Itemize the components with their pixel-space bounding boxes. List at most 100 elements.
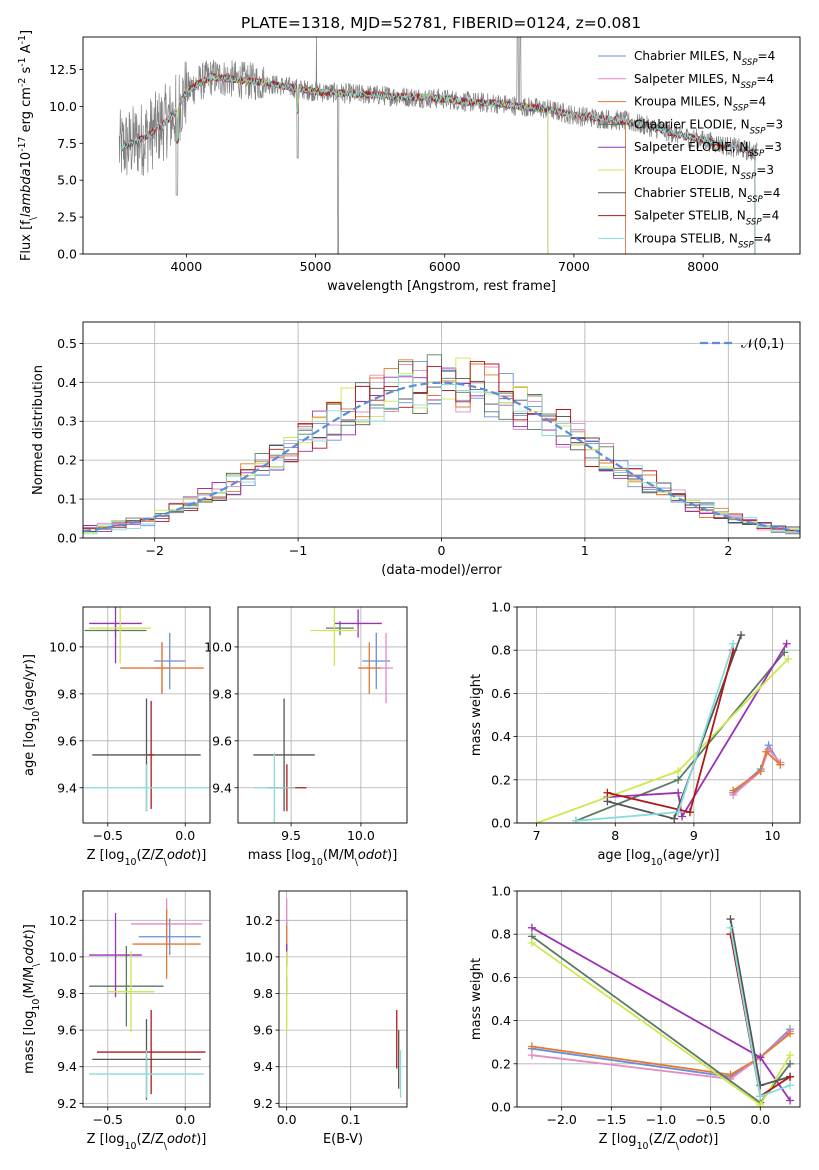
axes-frame xyxy=(82,606,211,824)
weight-marker-salpeter_elodie xyxy=(674,788,683,797)
weight-marker-chabrier_stelib xyxy=(737,631,746,640)
plot-area-age_vs_mass xyxy=(253,607,394,823)
axes-frame xyxy=(82,321,801,539)
grid-age_vs_mass xyxy=(238,607,407,823)
weight-marker-kroupa_elodie xyxy=(674,767,683,776)
label-fragment: Z [log xyxy=(599,1132,637,1147)
axes-frame xyxy=(278,890,408,1108)
x-tick-label: 4000 xyxy=(170,259,202,274)
y-axis-label: mass weight xyxy=(469,674,484,756)
label-fragment: odot xyxy=(679,1132,709,1147)
x-axis-label: E(B-V) xyxy=(323,1132,363,1147)
y-axis-label: mass [log10(M/M\odot)] xyxy=(22,924,42,1074)
label-fragment: SSP xyxy=(738,240,755,250)
y-tick-label: 10.0 xyxy=(204,639,232,654)
label-fragment: \ xyxy=(676,1141,680,1152)
y-tick-label: 1.0 xyxy=(491,600,511,615)
label-fragment: )] xyxy=(196,848,206,863)
weight-marker-kroupa_elodie xyxy=(532,819,541,823)
ticks-spectrum: 4000 5000 6000 7000 8000 0.0 2.5 5.0 7.5 10.0 12.5 xyxy=(49,62,719,274)
weight-marker-salpeter_elodie xyxy=(786,1096,795,1105)
label-fragment: (Z/Z xyxy=(137,848,164,863)
plot-area-mass_vs_EBV xyxy=(286,898,402,1098)
label-fragment: (age/yr)] xyxy=(663,848,720,863)
label-fragment: Chabrier STELIB, N xyxy=(634,186,747,200)
x-tick-label: −0.5 xyxy=(93,1112,123,1127)
grid-mass_vs_Z xyxy=(83,891,210,1107)
y-tick-label: 9.6 xyxy=(57,1023,77,1038)
x-tick-label: 2 xyxy=(724,543,732,558)
x-tick-label: 0.0 xyxy=(175,828,195,843)
label-fragment: \ xyxy=(164,1141,168,1152)
y-tick-label: 0.8 xyxy=(491,643,511,658)
label-fragment: mass [log xyxy=(248,848,311,863)
label-fragment: SSP xyxy=(746,218,763,228)
ticks-mass_vs_EBV: 0.0 0.1 9.2 9.4 9.6 9.8 10.0 10.2 xyxy=(245,913,360,1127)
label-fragment: Normed distribution xyxy=(31,365,46,495)
x-axis-label: (data-model)/error xyxy=(381,563,502,578)
label-fragment: Kroupa STELIB, N xyxy=(634,231,738,245)
plot-area-spectrum xyxy=(118,37,758,254)
ticks-age_vs_mass: 9.5 10.0 9.4 9.6 9.8 10.0 xyxy=(204,639,375,843)
plot-area-age_vs_Z xyxy=(84,607,209,812)
y-tick-label: 9.8 xyxy=(57,686,77,701)
x-tick-label: 10 xyxy=(765,828,781,843)
label-fragment: (M/M xyxy=(22,967,37,999)
label-fragment: -1 xyxy=(17,57,28,66)
label-fragment: age [log xyxy=(22,723,37,776)
label-fragment: odot xyxy=(167,1132,197,1147)
label-fragment: =4 xyxy=(756,72,774,86)
label-fragment: -2 xyxy=(17,78,28,87)
axes-frame xyxy=(82,36,801,255)
legend-label-kroupa_stelib: Kroupa STELIB, NSSP=4 xyxy=(634,231,771,250)
label-fragment: =4 xyxy=(762,209,780,223)
y-tick-label: 0.2 xyxy=(57,453,77,468)
y-tick-label: 0.6 xyxy=(491,686,511,701)
x-axis-label: Z [log10(Z/Z\odot)] xyxy=(599,1132,719,1152)
ticks-weight_vs_age: 7 8 9 10 0.0 0.2 0.4 0.6 0.8 1.0 xyxy=(491,600,780,844)
ticks-weight_vs_Z: −2.0 −1.5 −1.0 −0.5 0.0 0.0 0.2 0.4 0.6 0.8 1.0 xyxy=(491,884,770,1128)
weight-marker-kroupa_elodie xyxy=(756,1100,765,1107)
y-tick-label: 0.8 xyxy=(491,927,511,942)
y-tick-label: 0.4 xyxy=(491,1013,511,1028)
label-fragment: =4 xyxy=(748,95,766,109)
label-fragment: mass weight xyxy=(469,958,484,1040)
weight-marker-chabrier_elodie xyxy=(786,1059,795,1068)
weight-marker-kroupa_elodie xyxy=(784,654,793,663)
y-tick-label: 0.0 xyxy=(57,531,77,546)
label-fragment: (M/M xyxy=(323,848,355,863)
label-fragment: Salpeter ELODIE, N xyxy=(634,140,748,154)
ticks-mass_vs_Z: −0.5 0.0 9.2 9.4 9.6 9.8 10.0 10.2 xyxy=(49,913,195,1127)
label-fragment: mass [log xyxy=(22,1011,37,1074)
x-tick-label: 5000 xyxy=(300,259,332,274)
x-tick-label: 8 xyxy=(611,828,619,843)
weight-line-salpeter_stelib xyxy=(607,649,735,814)
y-tick-label: 9.6 xyxy=(253,1023,273,1038)
x-tick-label: 0.0 xyxy=(175,1112,195,1127)
x-tick-label: −2.0 xyxy=(547,1112,577,1127)
legend-label-salpeter_miles: Salpeter MILES, NSSP=4 xyxy=(634,72,774,91)
weight-marker-kroupa_stelib xyxy=(726,923,735,932)
weight-line-salpeter_elodie xyxy=(607,643,788,820)
label-fragment: SSP xyxy=(742,58,759,68)
y-tick-label: 0.1 xyxy=(57,492,77,507)
label-fragment: A xyxy=(19,44,34,57)
x-axis-label: Z [log10(Z/Z\odot)] xyxy=(87,1132,207,1152)
weight-marker-salpeter_elodie xyxy=(527,923,536,932)
label-fragment: =4 xyxy=(763,186,781,200)
weight-marker-kroupa_stelib xyxy=(674,808,683,817)
label-fragment: mass weight xyxy=(469,674,484,756)
weight-marker-salpeter_elodie xyxy=(782,639,791,648)
label-fragment: SSP xyxy=(747,195,764,205)
x-tick-label: −1.5 xyxy=(596,1112,626,1127)
label-fragment: odot xyxy=(358,848,388,863)
label-fragment: (Z/Z xyxy=(649,1132,676,1147)
weight-marker-salpeter_miles xyxy=(527,1051,536,1060)
label-fragment: SSP xyxy=(748,149,765,159)
label-fragment: )] xyxy=(387,848,397,863)
axes-frame xyxy=(516,890,801,1108)
histogram-kroupa_stelib xyxy=(83,374,800,538)
figure-title: PLATE=1318, MJD=52781, FIBERID=0124, z=0… xyxy=(241,14,641,32)
